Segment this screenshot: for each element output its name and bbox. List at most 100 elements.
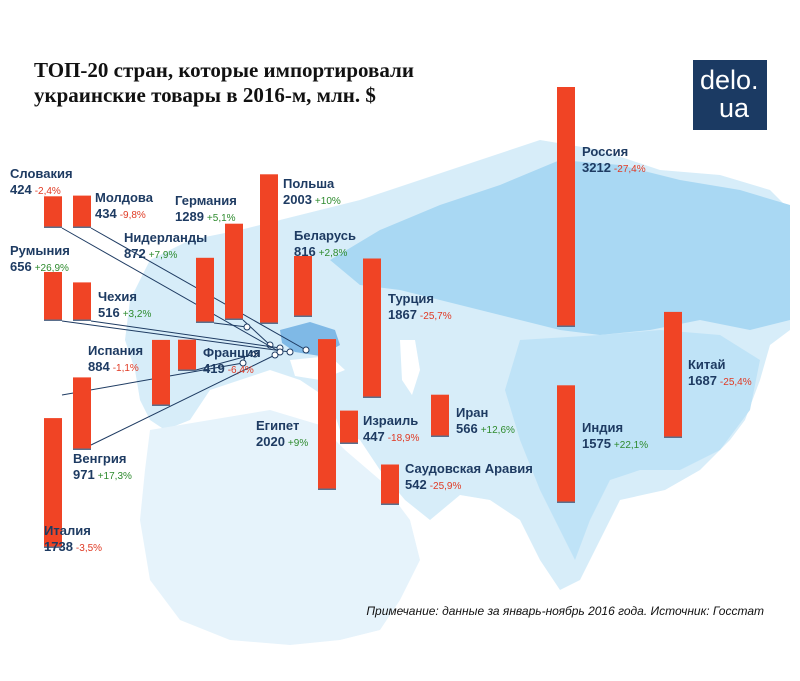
bar-6-base (664, 436, 682, 438)
country-change: +2,8% (318, 248, 348, 259)
country-point-20 (251, 350, 259, 358)
country-value: 2003 (283, 192, 312, 207)
country-change: +9% (287, 438, 309, 449)
country-value: 419 (203, 361, 225, 376)
bar-4-base (363, 396, 381, 398)
country-value: 516 (98, 305, 120, 320)
country-value: 884 (88, 359, 110, 374)
country-value: 1575 (582, 436, 611, 451)
bar-14 (431, 394, 449, 437)
country-label-1: Россия 3212 -27,4% (582, 144, 646, 178)
bar-14-base (431, 435, 449, 437)
country-change: -18,9% (387, 433, 420, 444)
country-name: Саудовская Аравия (405, 461, 533, 476)
bar-1 (557, 87, 575, 327)
country-value: 1738 (44, 539, 73, 554)
leader-line-11 (213, 322, 248, 328)
bar-13 (44, 272, 62, 321)
bar-18 (73, 195, 91, 228)
country-label-8: Германия 1289 +5,1% (175, 193, 237, 227)
country-name: Молдова (95, 190, 153, 205)
country-label-3: Польша 2003 +10% (283, 176, 341, 210)
bar-19-base (44, 226, 62, 228)
country-label-20: Франция 419 -6,4% (203, 345, 261, 379)
bar-15-base (381, 503, 399, 505)
bars (44, 87, 682, 548)
bar-8-base (225, 318, 243, 320)
country-name: Франция (203, 345, 261, 360)
country-label-6: Китай 1687 -25,4% (688, 357, 752, 391)
country-change: +17,3% (97, 471, 132, 482)
bar-5-base (44, 546, 62, 548)
bar-1-base (557, 325, 575, 327)
country-label-5: Италия 1738 -3,5% (44, 523, 102, 557)
country-value: 3212 (582, 160, 611, 175)
country-name: Иран (456, 405, 489, 420)
country-value: 566 (456, 421, 478, 436)
country-point-19 (276, 348, 284, 356)
bar-2-base (318, 488, 336, 490)
country-change: -25,7% (419, 311, 452, 322)
country-change: -2,4% (34, 186, 61, 197)
leader-line-9 (90, 354, 276, 446)
bar-15 (381, 464, 399, 505)
chart-title-line-2: украинские товары в 2016-м, млн. $ (34, 83, 376, 107)
bar-19 (44, 196, 62, 228)
country-value: 2020 (256, 434, 285, 449)
country-label-17: Израиль 447 -18,9% (363, 413, 419, 447)
country-point-11 (243, 323, 251, 331)
country-label-16: Чехия 516 +3,2% (98, 289, 151, 323)
leader-line-19 (61, 227, 281, 353)
country-name: Италия (44, 523, 91, 538)
country-label-12: Беларусь 816 +2,8% (294, 228, 356, 262)
delo-ua-logo: delo. ua (693, 60, 767, 130)
bar-11-base (196, 321, 214, 323)
country-change: +7,9% (148, 250, 178, 261)
country-name: Чехия (98, 289, 137, 304)
country-value: 971 (73, 467, 95, 482)
country-value: 434 (95, 206, 117, 221)
leader-line-16 (90, 320, 281, 349)
country-name: Нидерланды (124, 230, 208, 245)
bar-7-base (557, 501, 575, 503)
country-change: +22,1% (613, 440, 649, 451)
bar-20 (178, 339, 196, 371)
country-name: Румыния (10, 243, 70, 258)
country-change: -3,5% (75, 543, 103, 554)
country-name: Венгрия (73, 451, 127, 466)
country-value: 424 (10, 182, 32, 197)
country-change: -9,8% (119, 210, 146, 221)
country-label-10: Испания 884 -1,1% (88, 343, 143, 377)
country-change: +10% (314, 196, 341, 207)
country-point-18 (302, 346, 310, 354)
country-change: -25,9% (429, 481, 462, 492)
country-name: Германия (175, 193, 237, 208)
country-label-19: Словакия 424 -2,4% (10, 166, 73, 200)
logo-text-2: ua (719, 93, 750, 123)
bar-13-base (44, 319, 62, 321)
map-caspian (400, 340, 420, 395)
country-point-13 (286, 348, 294, 356)
country-change: -1,1% (112, 363, 139, 374)
bar-4 (363, 258, 381, 398)
bar-5 (44, 418, 62, 548)
source-note: Примечание: данные за январь-ноябрь 2016… (366, 604, 764, 618)
country-name: Россия (582, 144, 629, 159)
bar-10-base (152, 404, 170, 406)
country-label-4: Турция 1867 -25,7% (388, 291, 452, 325)
country-change: -27,4% (613, 164, 646, 175)
bar-11 (196, 257, 214, 323)
bar-6 (664, 311, 682, 438)
bar-8 (225, 223, 243, 320)
bar-16-base (73, 319, 91, 321)
country-value: 542 (405, 477, 427, 492)
bar-9-base (73, 448, 91, 450)
country-value: 872 (124, 246, 146, 261)
bar-10 (152, 339, 170, 406)
country-point-9 (271, 351, 279, 359)
country-name: Беларусь (294, 228, 356, 243)
leader-line-20 (195, 353, 256, 371)
bar-18-base (73, 226, 91, 228)
country-name: Египет (256, 418, 300, 433)
